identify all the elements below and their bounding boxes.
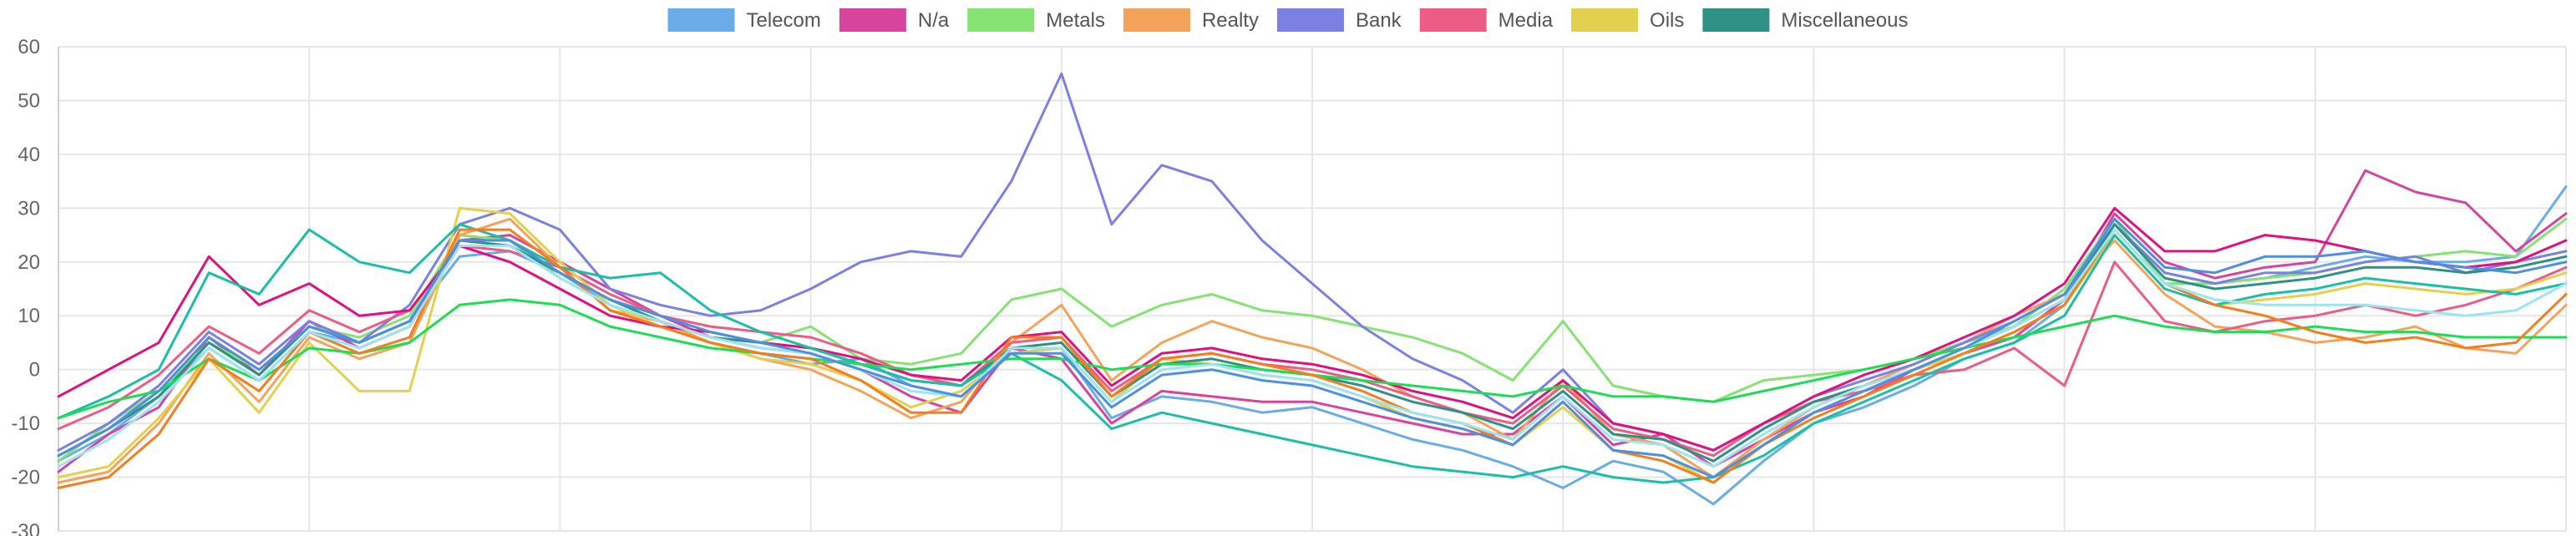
legend-label: Miscellaneous (1781, 9, 1908, 32)
legend-item-oils[interactable]: Oils (1571, 8, 1684, 32)
legend-label: Telecom (747, 9, 821, 32)
legend-swatch (1571, 8, 1639, 32)
legend-item-media[interactable]: Media (1419, 8, 1554, 32)
y-tick-label: -10 (11, 412, 40, 435)
legend: Telecom N/a Metals Realty Bank Media Oils Misce… (667, 8, 1908, 32)
legend-item-telecom[interactable]: Telecom (667, 8, 821, 32)
y-tick-label: 10 (18, 305, 40, 327)
y-tick-label: 60 (18, 36, 40, 58)
legend-label: Bank (1356, 9, 1402, 32)
y-axis-ticks: 60 50 40 30 20 10 0 -10 -20 -30 (11, 36, 40, 536)
y-tick-label: 40 (18, 144, 40, 166)
legend-swatch (1419, 8, 1487, 32)
series-line-n-a (57, 169, 2568, 473)
legend-swatch (1123, 8, 1190, 32)
chart-series (57, 72, 2568, 506)
legend-label: Media (1498, 9, 1554, 32)
legend-item-n-a[interactable]: N/a (839, 8, 950, 32)
legend-label: Realty (1202, 9, 1259, 32)
legend-swatch (1702, 8, 1770, 32)
legend-swatch (967, 8, 1035, 32)
legend-swatch (667, 8, 735, 32)
y-tick-label: 0 (29, 359, 40, 382)
legend-label: Oils (1650, 9, 1684, 32)
series-line-media (57, 244, 2568, 458)
legend-item-metals[interactable]: Metals (967, 8, 1105, 32)
series-line-unlabeled-8 (57, 206, 2568, 452)
legend-label: Metals (1046, 9, 1105, 32)
y-tick-label: 50 (18, 89, 40, 112)
legend-item-miscellaneous[interactable]: Miscellaneous (1702, 8, 1908, 32)
legend-item-realty[interactable]: Realty (1123, 8, 1259, 32)
y-tick-label: -30 (11, 520, 40, 536)
series-line-unlabeled-13 (57, 217, 2568, 479)
legend-swatch (1276, 8, 1344, 32)
series-line-unlabeled-12 (57, 228, 2568, 468)
legend-label: N/a (918, 9, 950, 32)
y-tick-label: -20 (11, 467, 40, 489)
y-tick-label: 30 (18, 197, 40, 220)
legend-swatch (839, 8, 906, 32)
legend-item-bank[interactable]: Bank (1276, 8, 1402, 32)
series-line-bank (57, 72, 2568, 452)
y-tick-label: 20 (18, 251, 40, 274)
